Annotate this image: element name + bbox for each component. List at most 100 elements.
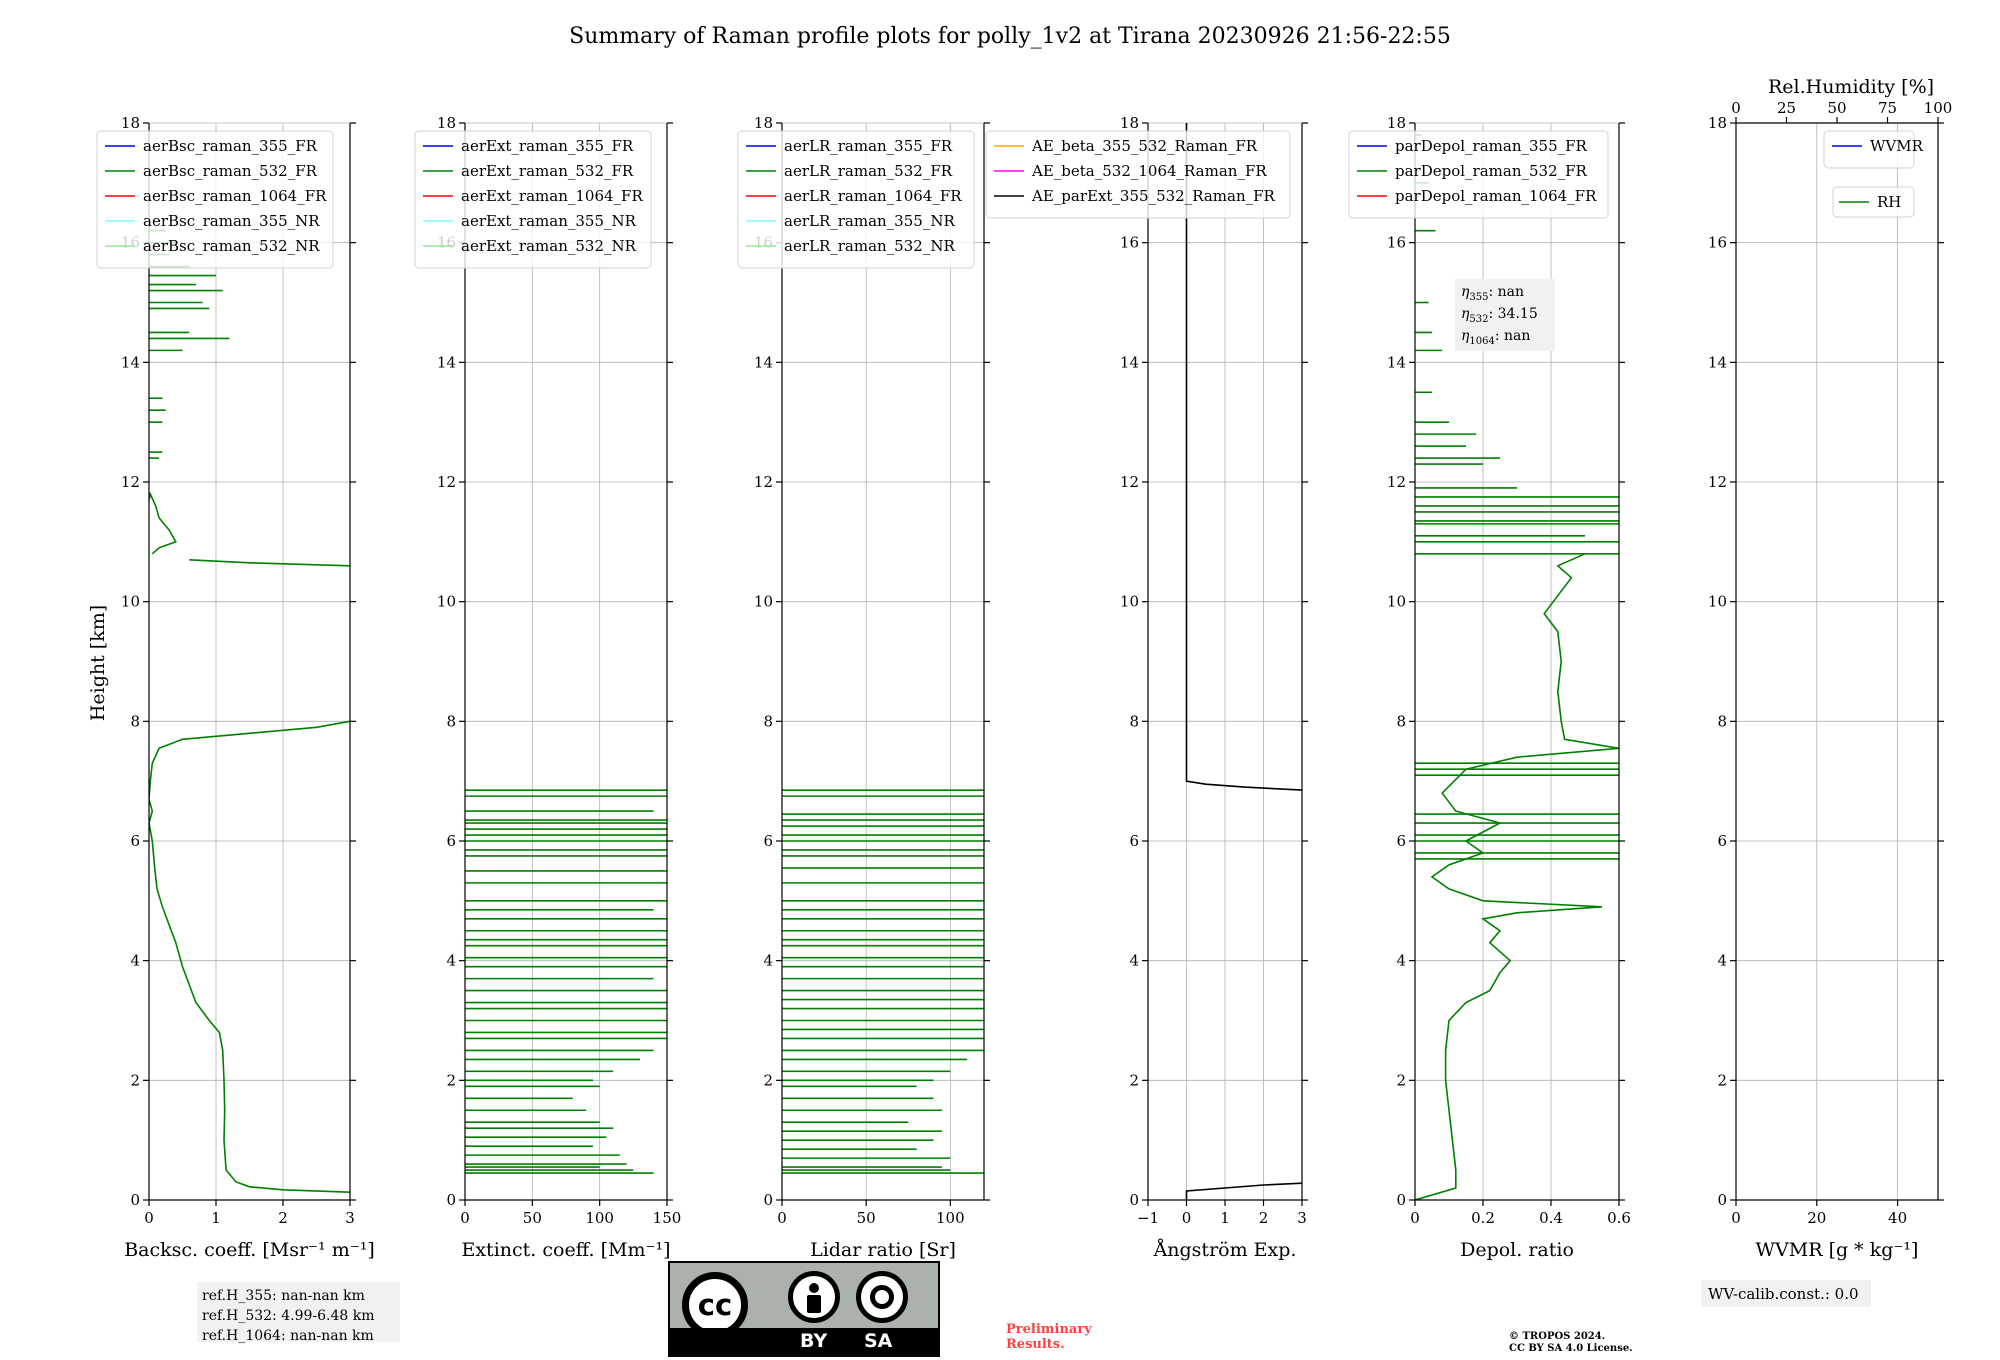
legend-depol: parDepol_raman_355_FR parDepol_raman_532_… xyxy=(1348,130,1609,219)
plot-area xyxy=(465,789,667,1174)
y-tick-label: 0 xyxy=(1396,1191,1406,1209)
legend-wvmr: WVMR xyxy=(1823,130,1924,169)
y-tick-label: 6 xyxy=(1129,832,1139,850)
legend-entry: aerLR_raman_355_NR xyxy=(784,212,955,230)
panel-depol: 0 2 4 6 8 10 12 14 16 18 0 0.2 0.4 0.6 Depol. ratio par… xyxy=(1348,114,1631,1261)
y-tick-label: 6 xyxy=(446,832,456,850)
copyright-text: © TROPOS 2024. CC BY SA 4.0 License. xyxy=(1509,1331,1633,1354)
y-tick-label: 16 xyxy=(1120,234,1139,252)
legend2-wvmr: RH xyxy=(1832,186,1915,218)
y-tick-label: 0 xyxy=(446,1191,456,1209)
x-tick-label: 1 xyxy=(1220,1209,1230,1227)
plot-area xyxy=(149,229,350,1193)
legend-entry: aerExt_raman_532_FR xyxy=(461,162,634,180)
y-tick-label: 14 xyxy=(1120,353,1139,371)
x-tick-label: 100 xyxy=(585,1209,614,1227)
legend-frame xyxy=(414,130,652,269)
x-axis-label: Lidar ratio [Sr] xyxy=(810,1239,956,1261)
y-tick-label: 4 xyxy=(1717,952,1727,970)
y-tick-label: 10 xyxy=(121,593,140,611)
legend-entry: parDepol_raman_532_FR xyxy=(1395,162,1588,180)
y-tick-label: 2 xyxy=(1717,1071,1727,1089)
x-axis-label: Ångström Exp. xyxy=(1153,1239,1297,1261)
x-tick-label: 0.2 xyxy=(1471,1209,1495,1227)
x2-axis-label: Rel.Humidity [%] xyxy=(1768,76,1934,98)
legend-entry: aerExt_raman_355_NR xyxy=(461,212,637,230)
y-tick-label: 12 xyxy=(1120,473,1139,491)
y-tick-label: 8 xyxy=(446,712,456,730)
y-tick-label: 12 xyxy=(754,473,773,491)
y-tick-label: 18 xyxy=(437,114,456,132)
y-tick-label: 10 xyxy=(437,593,456,611)
person-icon xyxy=(788,1271,840,1323)
legend-entry: aerLR_raman_532_NR xyxy=(784,237,955,255)
eta-line: η1064: nan xyxy=(1461,328,1530,347)
x2-tick-label: 50 xyxy=(1827,99,1846,117)
x-tick-label: 0.6 xyxy=(1607,1209,1631,1227)
panel-extinction: 024681012141618050100150Extinct. coeff. … xyxy=(414,114,682,1261)
y-tick-label: 14 xyxy=(121,353,140,371)
y-tick-label: 8 xyxy=(1396,712,1406,730)
y-tick-label: 10 xyxy=(754,593,773,611)
x-tick-label: 3 xyxy=(345,1209,355,1227)
legend-entry: aerBsc_raman_1064_FR xyxy=(143,187,327,205)
y-tick-label: 14 xyxy=(1387,353,1406,371)
plot-area xyxy=(1415,134,1619,1200)
x-tick-label: 50 xyxy=(523,1209,542,1227)
series-line-AE_parExt_355_532_Raman_FR xyxy=(1185,123,1302,791)
cc-icon: cc xyxy=(682,1272,748,1338)
series-line-aerBsc_raman_532_FR xyxy=(149,720,350,1193)
legend-entry: aerBsc_raman_532_NR xyxy=(143,237,320,255)
y-tick-label: 4 xyxy=(763,952,773,970)
y-tick-label: 12 xyxy=(437,473,456,491)
x-tick-label: 40 xyxy=(1888,1209,1907,1227)
x-axis-label: Backsc. coeff. [Msr⁻¹ m⁻¹] xyxy=(124,1239,375,1261)
legend-entry: AE_parExt_355_532_Raman_FR xyxy=(1031,187,1276,205)
legend-frame xyxy=(1348,130,1609,219)
y-tick-label: 8 xyxy=(130,712,140,730)
legend-entry: AE_beta_355_532_Raman_FR xyxy=(1031,137,1258,155)
y-tick-label: 0 xyxy=(130,1191,140,1209)
wv-calib-text: WV-calib.const.: 0.0 xyxy=(1708,1285,1859,1303)
y-tick-label: 4 xyxy=(446,952,456,970)
y-tick-label: 6 xyxy=(1396,832,1406,850)
legend-entry: aerBsc_raman_532_FR xyxy=(143,162,318,180)
y-tick-label: 14 xyxy=(1708,353,1727,371)
cc-license-badge: cc BY SA xyxy=(668,1261,940,1357)
legend-entry: aerLR_raman_532_FR xyxy=(784,162,953,180)
y-tick-label: 2 xyxy=(1129,1071,1139,1089)
x-axis-label: WVMR [g * kg⁻¹] xyxy=(1756,1239,1919,1261)
x-tick-label: 1 xyxy=(211,1209,221,1227)
x2-tick-label: 0 xyxy=(1731,99,1741,117)
legend-frame xyxy=(737,130,975,269)
x-tick-label: 0.4 xyxy=(1539,1209,1563,1227)
y-tick-label: 0 xyxy=(1129,1191,1139,1209)
y-axis-label: Height [km] xyxy=(87,605,109,721)
y-tick-label: 0 xyxy=(1717,1191,1727,1209)
x-tick-label: 0 xyxy=(460,1209,470,1227)
legend-entry: RH xyxy=(1877,193,1901,211)
x-tick-label: 0 xyxy=(777,1209,787,1227)
figure-title: Summary of Raman profile plots for polly… xyxy=(569,24,1451,49)
legend-entry: parDepol_raman_1064_FR xyxy=(1395,187,1597,205)
wv-calib-box: WV-calib.const.: 0.0 xyxy=(1701,1280,1871,1307)
y-tick-label: 18 xyxy=(1387,114,1406,132)
y-tick-label: 4 xyxy=(1129,952,1139,970)
share-alike-icon xyxy=(856,1271,908,1323)
y-tick-label: 2 xyxy=(1396,1071,1406,1089)
legend-entry: aerExt_raman_355_FR xyxy=(461,137,634,155)
x2-tick-label: 75 xyxy=(1878,99,1897,117)
y-tick-label: 12 xyxy=(1387,473,1406,491)
y-tick-label: 12 xyxy=(121,473,140,491)
x-tick-label: 150 xyxy=(653,1209,682,1227)
x-tick-label: 0 xyxy=(144,1209,154,1227)
x-tick-label: 0 xyxy=(1182,1209,1192,1227)
y-tick-label: 6 xyxy=(1717,832,1727,850)
legend-entry: aerLR_raman_355_FR xyxy=(784,137,953,155)
eta-line: η355: nan xyxy=(1461,284,1524,303)
series-line-aerBsc_raman_532_FR xyxy=(149,491,177,555)
series-line-aerBsc_raman_532_FR xyxy=(189,559,350,567)
x-tick-label: 100 xyxy=(936,1209,965,1227)
